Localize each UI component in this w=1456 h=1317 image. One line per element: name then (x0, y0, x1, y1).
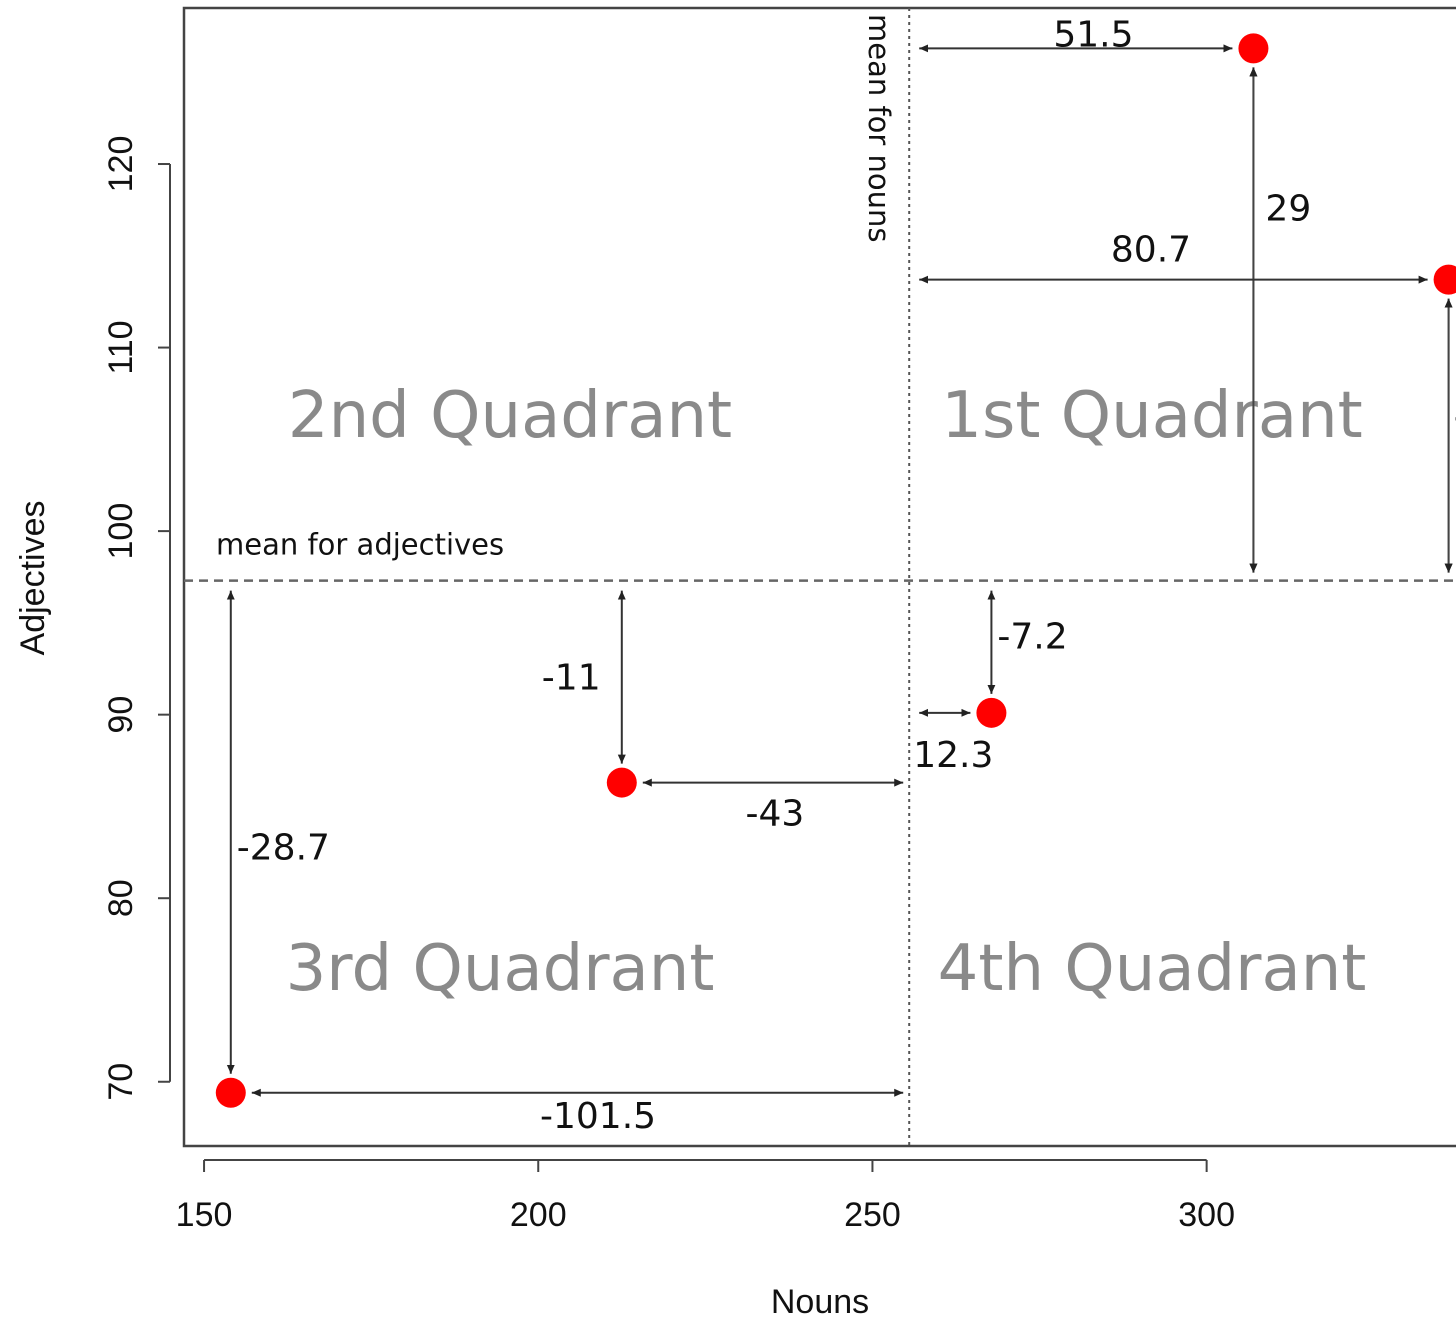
y-tick-label: 90 (102, 696, 140, 734)
quadrant-label-2nd: 2nd Quadrant (288, 379, 732, 453)
y-axis: 70 80 90 100 110 120 (102, 136, 171, 1101)
deviation-y-label: 29 (1265, 189, 1311, 230)
y-tick-label: 80 (102, 879, 140, 917)
y-tick-label: 120 (102, 136, 140, 193)
mean-adjectives-label: mean for adjectives (216, 528, 504, 562)
deviation-x-label: -43 (746, 794, 805, 835)
x-tick-label: 250 (844, 1196, 901, 1234)
data-point (606, 767, 637, 798)
quadrant-label-4th: 4th Quadrant (938, 932, 1367, 1006)
deviation-y-label: -7.2 (997, 617, 1067, 658)
data-point (1433, 264, 1456, 295)
x-axis: 150 200 250 300 (176, 1159, 1235, 1234)
data-point (976, 697, 1007, 728)
deviation-x-label: 51.5 (1053, 14, 1133, 55)
mean-nouns-label: mean for nouns (862, 14, 896, 243)
x-tick-label: 200 (510, 1196, 567, 1234)
data-point (215, 1077, 246, 1108)
deviation-y-label: -28.7 (237, 828, 330, 869)
x-axis-title: Nouns (771, 1283, 869, 1317)
x-tick-label: 300 (1178, 1196, 1235, 1234)
quadrant-label-1st: 1st Quadrant (941, 379, 1362, 453)
y-axis-title: Adjectives (14, 501, 52, 656)
y-tick-label: 110 (102, 320, 140, 374)
deviation-y-label: 17 (1452, 410, 1456, 451)
y-tick-label: 70 (102, 1063, 140, 1101)
deviation-arrows: 51.5 29 80.7 17 12.3 -7.2 -43 -11 -101.5 -28.7 (226, 14, 1456, 1137)
deviation-x-label: 80.7 (1111, 230, 1191, 271)
plot-frame (182, 6, 1456, 1148)
deviation-y-label: -11 (542, 658, 601, 699)
deviation-x-label: 12.3 (913, 735, 993, 776)
x-tick-label: 150 (176, 1196, 233, 1234)
data-point (1238, 33, 1269, 64)
y-tick-label: 100 (102, 503, 140, 560)
quadrant-label-3rd: 3rd Quadrant (286, 932, 715, 1006)
deviation-x-label: -101.5 (540, 1096, 656, 1137)
data-points (215, 33, 1456, 1108)
